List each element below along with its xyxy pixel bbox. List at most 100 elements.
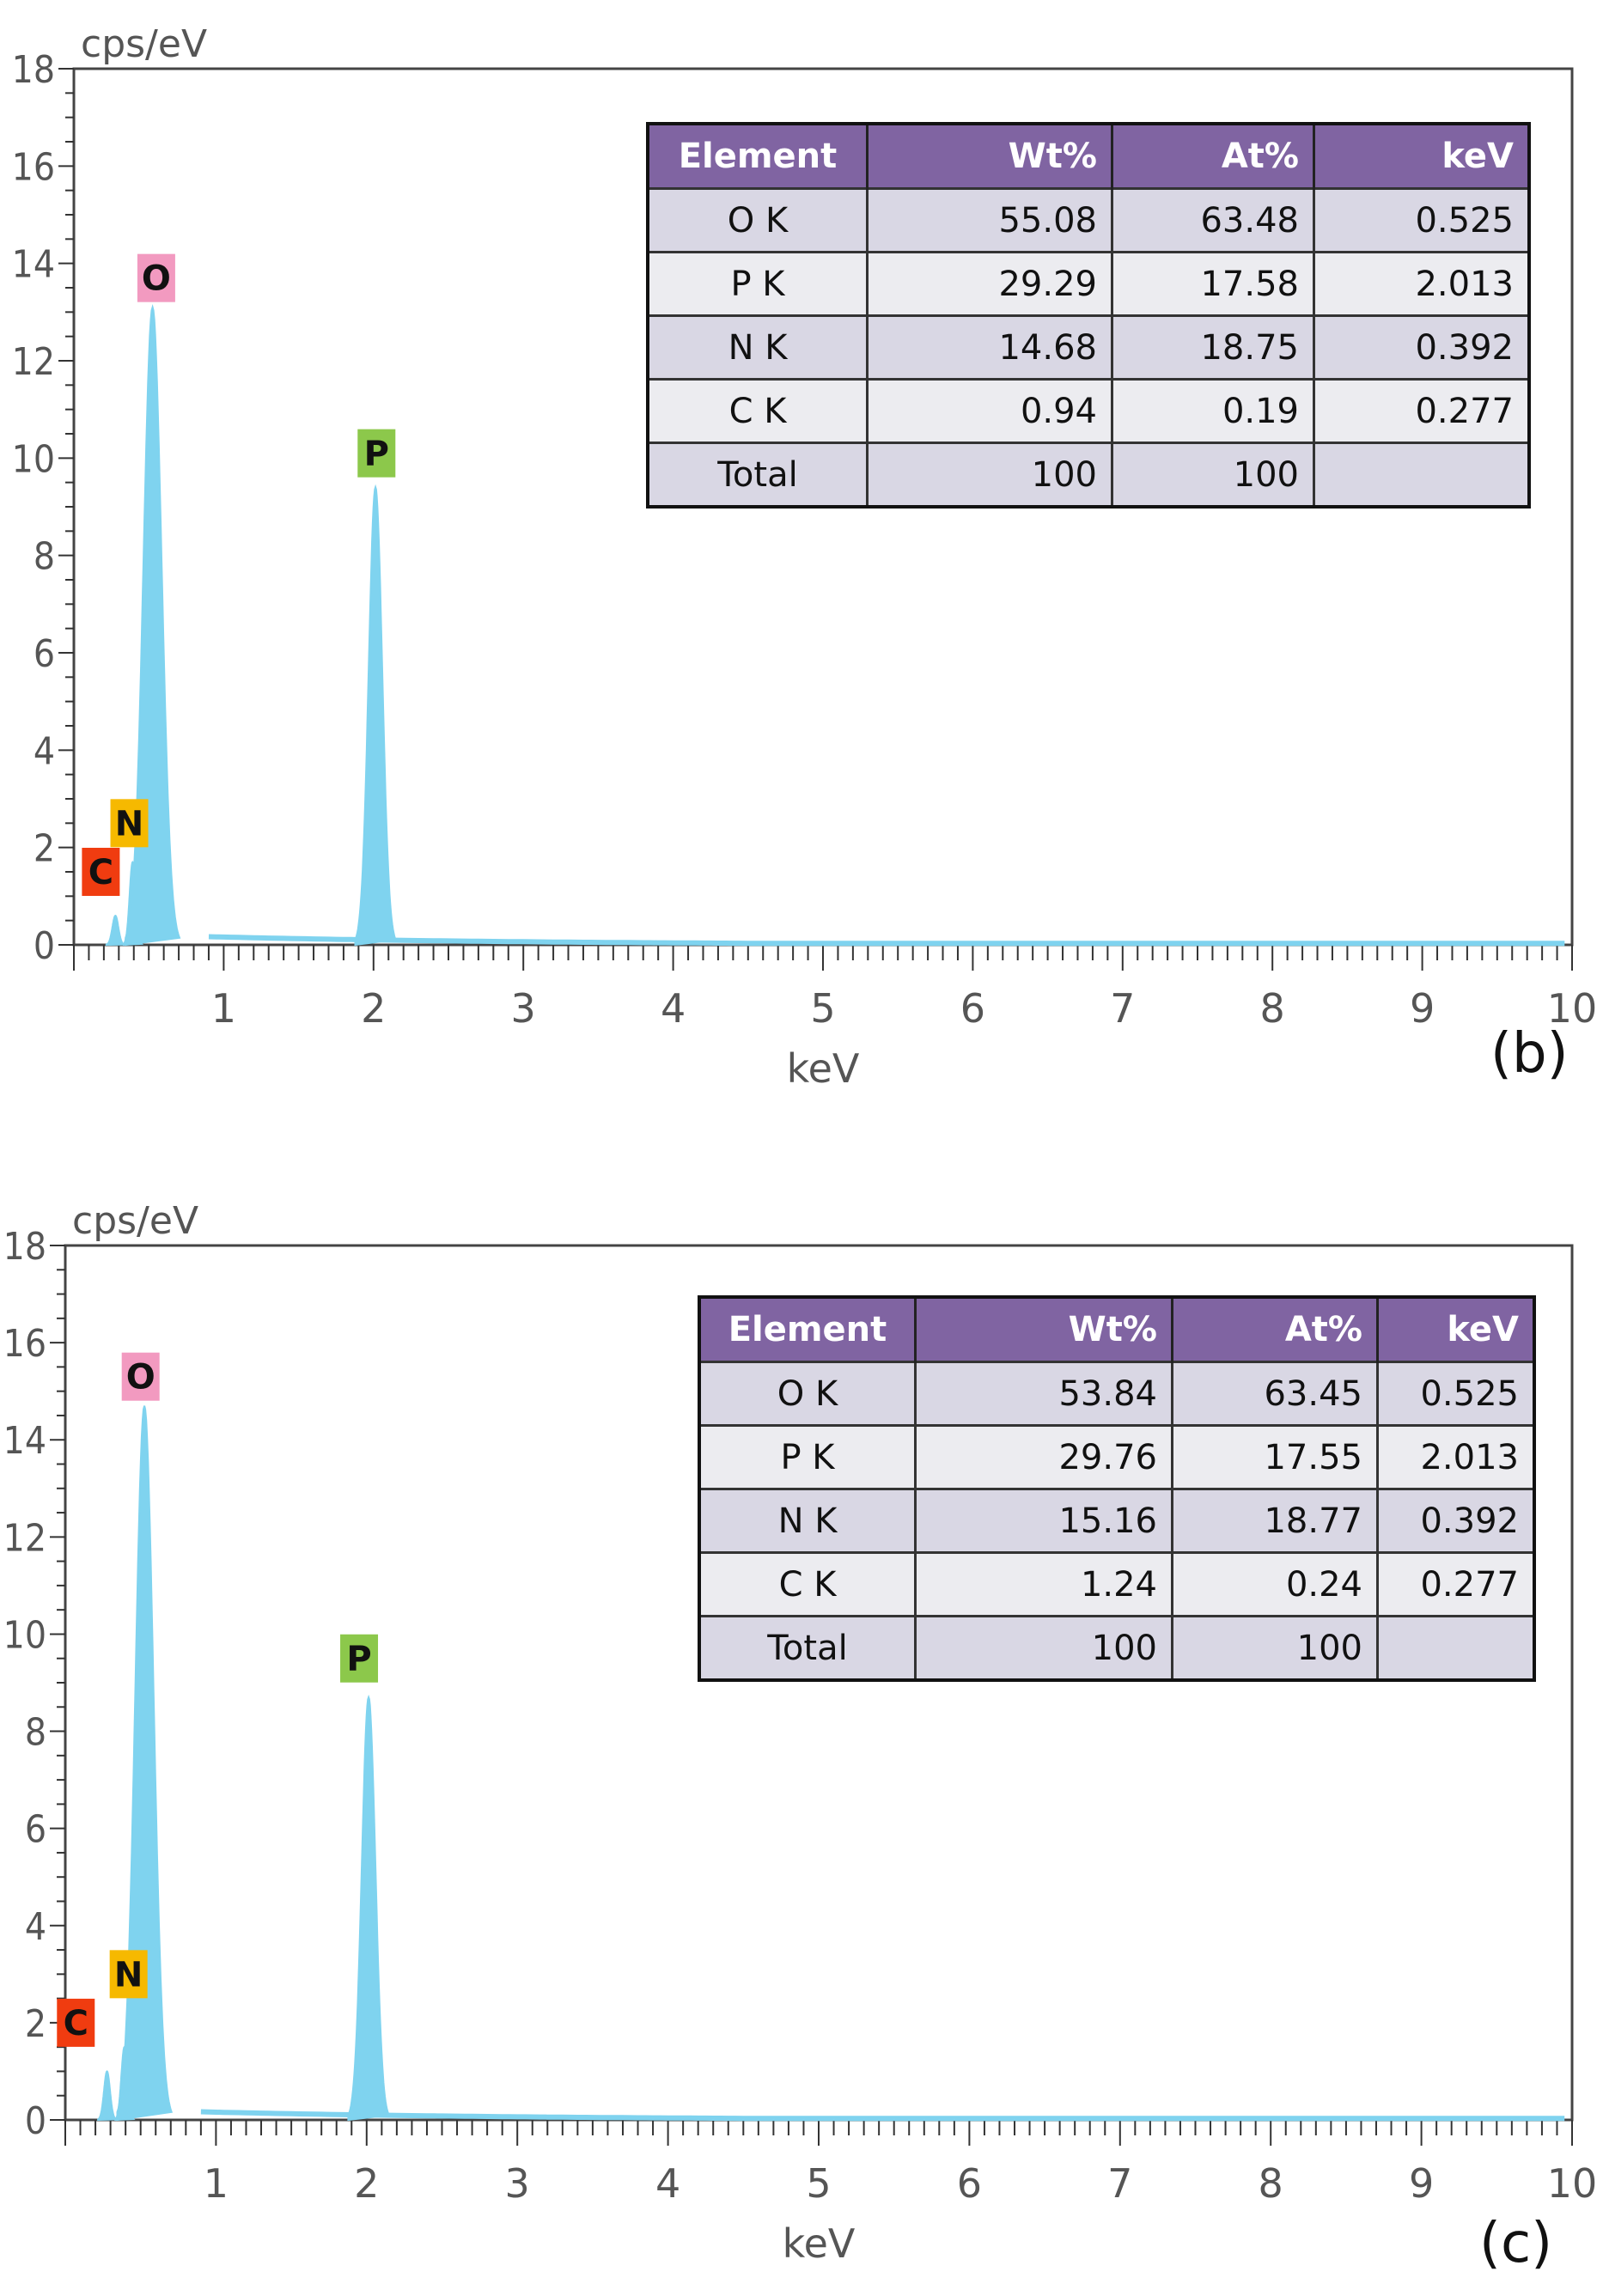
y-tick-label: 14 xyxy=(3,1419,46,1463)
cell-kev: 2.013 xyxy=(1313,251,1529,316)
y-tick-label: 0 xyxy=(25,2099,46,2143)
cell-kev: 0.277 xyxy=(1313,378,1529,443)
header-wt: Wt% xyxy=(867,124,1113,189)
table-row: N K 15.16 18.77 0.392 xyxy=(699,1488,1534,1553)
cell-at: 63.45 xyxy=(1172,1361,1379,1426)
peak-o xyxy=(116,1405,174,2122)
peak-label-box-p xyxy=(340,1634,379,1683)
y-tick-label: 6 xyxy=(34,632,55,676)
table-row: P K 29.29 17.58 2.013 xyxy=(648,251,1529,316)
peak-label-box-c xyxy=(82,848,120,896)
peak-label-box-n xyxy=(109,1950,148,1999)
cell-element: N K xyxy=(648,314,869,380)
cell-wt: 100 xyxy=(867,442,1113,507)
x-tick-label: 4 xyxy=(655,2160,680,2207)
cell-element: N K xyxy=(699,1488,917,1553)
peak-label-o: O xyxy=(126,1358,155,1398)
cell-at: 18.77 xyxy=(1172,1488,1379,1553)
cell-wt: 15.16 xyxy=(915,1488,1173,1553)
cell-element: P K xyxy=(699,1424,917,1489)
peak-label-p: P xyxy=(364,435,389,474)
cell-kev: 0.392 xyxy=(1377,1488,1534,1553)
cell-element: C K xyxy=(699,1551,917,1617)
y-tick-label: 12 xyxy=(3,1516,46,1560)
cell-element: O K xyxy=(648,187,869,253)
y-axis-title: cps/eV xyxy=(72,1199,198,1243)
cell-at: 63.48 xyxy=(1112,187,1315,253)
cell-wt: 29.29 xyxy=(867,251,1113,316)
peak-label-box-c xyxy=(57,1998,95,2047)
peak-label-box-n xyxy=(110,799,149,848)
header-element: Element xyxy=(648,124,869,189)
table-row: C K 1.24 0.24 0.277 xyxy=(699,1551,1534,1617)
cell-at: 100 xyxy=(1172,1615,1379,1680)
y-tick-label: 2 xyxy=(34,827,55,871)
panel-label-c: (c) xyxy=(1479,2212,1553,2275)
y-tick-label: 10 xyxy=(12,437,55,481)
y-tick-label: 16 xyxy=(12,145,55,189)
peak-c xyxy=(97,2070,119,2122)
cell-kev xyxy=(1377,1615,1534,1680)
table-row: N K 14.68 18.75 0.392 xyxy=(648,314,1529,380)
peak-o xyxy=(125,304,181,947)
cell-kev: 0.277 xyxy=(1377,1551,1534,1617)
y-tick-label: 0 xyxy=(34,924,55,968)
x-tick-label: 8 xyxy=(1259,2160,1283,2207)
x-tick-label: 4 xyxy=(661,985,686,1032)
eds-panel-c: 0 2 4 6 8 10 12 14 16 18 1 2 3 4 5 6 7 8 9 10 cps/eV keV O P N C … xyxy=(0,1151,1603,2293)
peak-label-box-o xyxy=(137,253,175,302)
y-tick-label: 2 xyxy=(25,2002,46,2046)
x-tick-label: 7 xyxy=(1107,2160,1132,2207)
y-tick-label: 18 xyxy=(12,48,55,92)
cell-element: P K xyxy=(648,251,869,316)
header-wt: Wt% xyxy=(915,1297,1173,1362)
peak-label-p: P xyxy=(346,1640,371,1679)
y-tick-label: 16 xyxy=(3,1322,46,1366)
y-tick-label: 4 xyxy=(25,1905,46,1949)
peak-label-o: O xyxy=(142,259,171,299)
cell-at: 17.58 xyxy=(1112,251,1315,316)
spectrum-baseline xyxy=(200,2109,1565,2122)
y-tick-label: 12 xyxy=(12,340,55,384)
cell-element: Total xyxy=(699,1615,917,1680)
eds-panel-b: 0 2 4 6 8 10 12 14 16 18 1 2 3 4 5 6 7 8 9 10 cps/eV keV O P N C … xyxy=(0,0,1603,1142)
x-tick-label: 9 xyxy=(1409,2160,1434,2207)
cell-wt: 53.84 xyxy=(915,1361,1173,1426)
header-kev: keV xyxy=(1377,1297,1534,1362)
cell-wt: 100 xyxy=(915,1615,1173,1680)
table-row: P K 29.76 17.55 2.013 xyxy=(699,1424,1534,1489)
peak-p xyxy=(354,484,398,947)
peak-label-n: N xyxy=(114,1955,143,1995)
x-tick-label: 10 xyxy=(1547,985,1598,1032)
header-kev: keV xyxy=(1313,124,1529,189)
y-tick-label: 6 xyxy=(25,1808,46,1852)
x-axis-title: keV xyxy=(783,2220,856,2267)
y-tick-label: 4 xyxy=(34,729,55,773)
x-tick-label: 6 xyxy=(957,2160,982,2207)
cell-kev: 0.525 xyxy=(1377,1361,1534,1426)
cell-element: Total xyxy=(648,442,869,507)
spectrum-baseline xyxy=(208,934,1565,947)
composition-table-b: Element Wt% At% keV O K 55.08 63.48 0.52… xyxy=(646,122,1531,509)
cell-element: O K xyxy=(699,1361,917,1426)
table-row: O K 53.84 63.45 0.525 xyxy=(699,1361,1534,1426)
cell-kev xyxy=(1313,442,1529,507)
cell-at: 0.24 xyxy=(1172,1551,1379,1617)
x-tick-label: 7 xyxy=(1110,985,1135,1032)
y-axis-title: cps/eV xyxy=(81,22,207,66)
cell-wt: 1.24 xyxy=(915,1551,1173,1617)
table-header-row: Element Wt% At% keV xyxy=(699,1297,1534,1362)
y-tick-label: 8 xyxy=(25,1711,46,1755)
cell-kev: 0.525 xyxy=(1313,187,1529,253)
cell-wt: 29.76 xyxy=(915,1424,1173,1489)
x-tick-label: 5 xyxy=(810,985,835,1032)
cell-wt: 55.08 xyxy=(867,187,1113,253)
x-tick-label: 1 xyxy=(204,2160,229,2207)
y-tick-label: 14 xyxy=(12,243,55,287)
peak-label-box-p xyxy=(357,429,396,478)
cell-wt: 14.68 xyxy=(867,314,1113,380)
peak-c xyxy=(105,914,125,947)
y-tick-label: 10 xyxy=(3,1613,46,1657)
peak-label-n: N xyxy=(115,804,143,843)
x-tick-label: 2 xyxy=(354,2160,379,2207)
